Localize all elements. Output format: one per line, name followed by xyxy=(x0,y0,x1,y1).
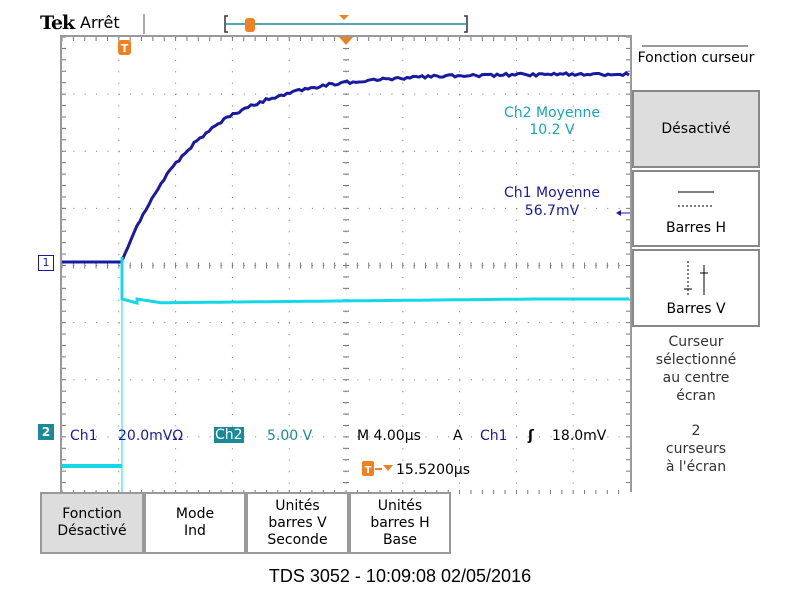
ch1-ground-marker[interactable]: 1 xyxy=(38,255,54,271)
button-label: Fonction xyxy=(42,506,142,523)
ch1-mean-label: Ch1 Moyenne xyxy=(488,185,616,201)
button-label: Désactivé xyxy=(661,121,730,137)
cursor-off-button[interactable]: Désactivé xyxy=(632,90,760,168)
button-label: Seconde xyxy=(248,532,347,549)
cursor-count-note: 2 curseurs à l'écran xyxy=(632,422,760,476)
divider xyxy=(143,14,145,34)
waveform-display xyxy=(60,35,632,492)
footer-info: TDS 3052 - 10:09:08 02/05/2016 xyxy=(0,566,800,587)
brand-logo: Tek xyxy=(40,12,74,34)
ch1-waveform xyxy=(62,73,629,262)
trigger-point-icon: T xyxy=(118,40,132,56)
acquisition-status: Arrêt xyxy=(80,13,120,32)
ch2-scale: 5.00 V xyxy=(267,428,312,444)
trigger-slope-icon: ʃ xyxy=(528,428,534,444)
trigger-offset-icon: T xyxy=(362,461,394,477)
h-bars-button[interactable]: Barres H xyxy=(632,170,760,247)
side-menu-title: Fonction curseur xyxy=(632,50,760,67)
ch2-name: Ch2 xyxy=(214,427,244,443)
ch1-mean-value: 56.7mV xyxy=(488,203,616,219)
button-label: Base xyxy=(351,532,449,549)
trigger-position-icon xyxy=(339,15,349,20)
button-label: Mode xyxy=(146,506,244,523)
h-bar-units-button[interactable]: Unités barres H Base xyxy=(349,492,451,554)
svg-text:T: T xyxy=(365,465,372,476)
h-bars-icon xyxy=(676,186,716,216)
button-label: Désactivé xyxy=(42,523,142,540)
trigger-offset: 15.5200µs xyxy=(396,462,470,478)
v-bars-button[interactable]: Barres V xyxy=(632,249,760,327)
function-off-button[interactable]: Fonction Désactivé xyxy=(40,492,144,554)
mode-button[interactable]: Mode Ind xyxy=(144,492,246,554)
trigger-level: 18.0mV xyxy=(552,428,606,444)
button-label: Barres V xyxy=(634,301,758,317)
trigger-mode: A xyxy=(453,428,463,444)
cursor-note: Curseur sélectionné au centre écran xyxy=(632,333,760,405)
divider xyxy=(642,45,748,47)
ch1-name: Ch1 xyxy=(70,428,98,444)
button-label: Unités xyxy=(351,498,449,515)
trigger-icon xyxy=(245,18,255,32)
ch2-mean-value: 10.2 V xyxy=(488,122,616,138)
button-label: Ind xyxy=(146,523,244,540)
ch2-ground-marker[interactable]: 2 xyxy=(38,424,54,440)
trigger-source: Ch1 xyxy=(480,428,508,444)
v-bars-icon xyxy=(676,259,716,297)
button-label: barres H xyxy=(351,515,449,532)
button-label: Unités xyxy=(248,498,347,515)
ch2-mean-label: Ch2 Moyenne xyxy=(488,105,616,121)
v-bar-units-button[interactable]: Unités barres V Seconde xyxy=(246,492,349,554)
timebase: M 4.00µs xyxy=(357,428,421,444)
button-label: barres V xyxy=(248,515,347,532)
button-label: Barres H xyxy=(634,220,758,236)
ch1-scale: 20.0mVΩ xyxy=(118,428,183,444)
record-position-bar xyxy=(222,12,472,36)
svg-text:T: T xyxy=(121,42,129,55)
